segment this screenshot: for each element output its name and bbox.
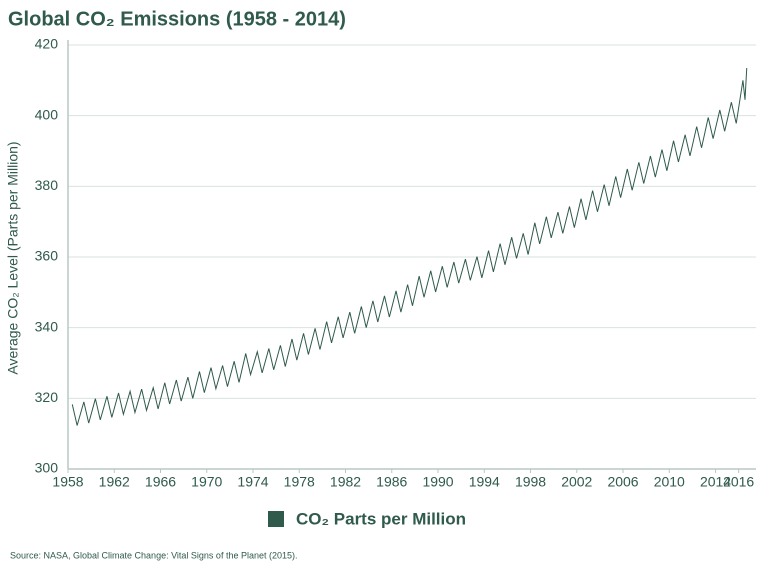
- x-tick-label: 2010: [654, 474, 685, 490]
- legend-swatch: [268, 511, 284, 527]
- y-tick-label: 420: [35, 36, 59, 52]
- x-tick-label: 1958: [52, 474, 83, 490]
- chart-title: Global CO₂ Emissions (1958 - 2014): [8, 8, 346, 30]
- y-tick-label: 320: [35, 389, 59, 405]
- x-tick-label: 1998: [515, 474, 546, 490]
- x-tick-label: 2014: [700, 474, 731, 490]
- x-tick-label: 1986: [376, 474, 407, 490]
- x-tick-label: 1990: [422, 474, 453, 490]
- y-tick-label: 340: [35, 318, 59, 334]
- x-tick-label: 1994: [469, 474, 500, 490]
- x-tick-label: 2002: [561, 474, 592, 490]
- x-tick-label: 1966: [145, 474, 176, 490]
- x-tick-label: 1982: [330, 474, 361, 490]
- x-tick-label: 1970: [191, 474, 222, 490]
- x-tick-label: 1974: [237, 474, 268, 490]
- source: Source: NASA, Global Climate Change: Vit…: [10, 550, 298, 560]
- x-tick-label: 2016: [723, 474, 754, 490]
- x-tick-label: 2006: [607, 474, 638, 490]
- y-tick-label: 360: [35, 248, 59, 264]
- y-axis-label: Average CO₂ Level (Parts per Million): [5, 141, 21, 374]
- legend-label: CO₂ Parts per Million: [296, 509, 466, 528]
- y-tick-label: 300: [35, 460, 59, 476]
- y-tick-label: 380: [35, 177, 59, 193]
- x-tick-label: 1978: [284, 474, 315, 490]
- line: [71, 67, 748, 426]
- y-tick-label: 400: [35, 106, 59, 122]
- x-tick-label: 1962: [99, 474, 130, 490]
